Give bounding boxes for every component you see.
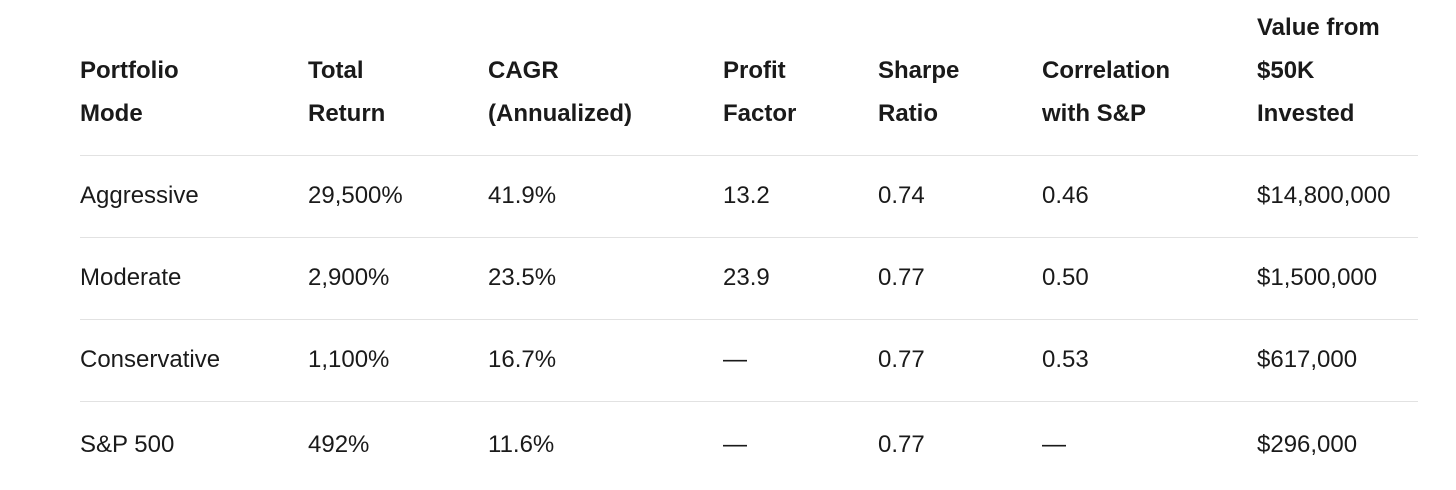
table-row-aggressive: Aggressive 29,500% 41.9% 13.2 0.74 0.46 … (80, 156, 1418, 238)
header-cell-cagr-annualized: CAGR (Annualized) (488, 57, 632, 127)
table-row-conservative: Conservative 1,100% 16.7% — 0.77 0.53 $6… (80, 320, 1418, 402)
cell-portfolio-mode: Aggressive (80, 182, 199, 210)
cell-portfolio-mode: Conservative (80, 346, 221, 374)
cell-value-from-50k: $1,500,000 (1257, 264, 1378, 292)
cell-profit-factor: — (723, 431, 747, 459)
cell-value-from-50k: $296,000 (1257, 431, 1358, 459)
cell-sharpe-ratio: 0.74 (878, 182, 925, 210)
table-header-row: Portfolio Mode Total Return CAGR (Annual… (80, 0, 1418, 156)
portfolio-comparison-table: Portfolio Mode Total Return CAGR (Annual… (80, 0, 1418, 489)
cell-profit-factor: — (723, 346, 747, 374)
cell-cagr: 23.5% (488, 264, 557, 292)
cell-portfolio-mode: S&P 500 (80, 431, 175, 459)
cell-total-return: 492% (308, 431, 370, 459)
header-cell-profit-factor: Profit Factor (723, 57, 797, 127)
header-cell-portfolio-mode: Portfolio Mode (80, 57, 179, 127)
cell-total-return: 1,100% (308, 346, 390, 374)
table-row-moderate: Moderate 2,900% 23.5% 23.9 0.77 0.50 $1,… (80, 238, 1418, 320)
cell-sharpe-ratio: 0.77 (878, 264, 925, 292)
cell-correlation: 0.53 (1042, 346, 1089, 374)
header-cell-total-return: Total Return (308, 57, 386, 127)
cell-cagr: 16.7% (488, 346, 557, 374)
cell-sharpe-ratio: 0.77 (878, 431, 925, 459)
cell-cagr: 11.6% (488, 431, 555, 459)
header-cell-sharpe-ratio: Sharpe Ratio (878, 57, 960, 127)
cell-value-from-50k: $617,000 (1257, 346, 1358, 374)
cell-profit-factor: 23.9 (723, 264, 770, 292)
cell-correlation: 0.50 (1042, 264, 1089, 292)
cell-correlation: — (1042, 431, 1066, 459)
cell-value-from-50k: $14,800,000 (1257, 182, 1391, 210)
cell-total-return: 29,500% (308, 182, 403, 210)
cell-total-return: 2,900% (308, 264, 390, 292)
cell-portfolio-mode: Moderate (80, 264, 182, 292)
table-row-sp500: S&P 500 492% 11.6% — 0.77 — $296,000 (80, 402, 1418, 489)
header-cell-correlation-with-sp: Correlation with S&P (1042, 57, 1171, 127)
cell-cagr: 41.9% (488, 182, 557, 210)
header-cell-value-from-50k-invested: Value from $50K Invested (1257, 14, 1380, 127)
cell-correlation: 0.46 (1042, 182, 1089, 210)
cell-sharpe-ratio: 0.77 (878, 346, 925, 374)
cell-profit-factor: 13.2 (723, 182, 770, 210)
